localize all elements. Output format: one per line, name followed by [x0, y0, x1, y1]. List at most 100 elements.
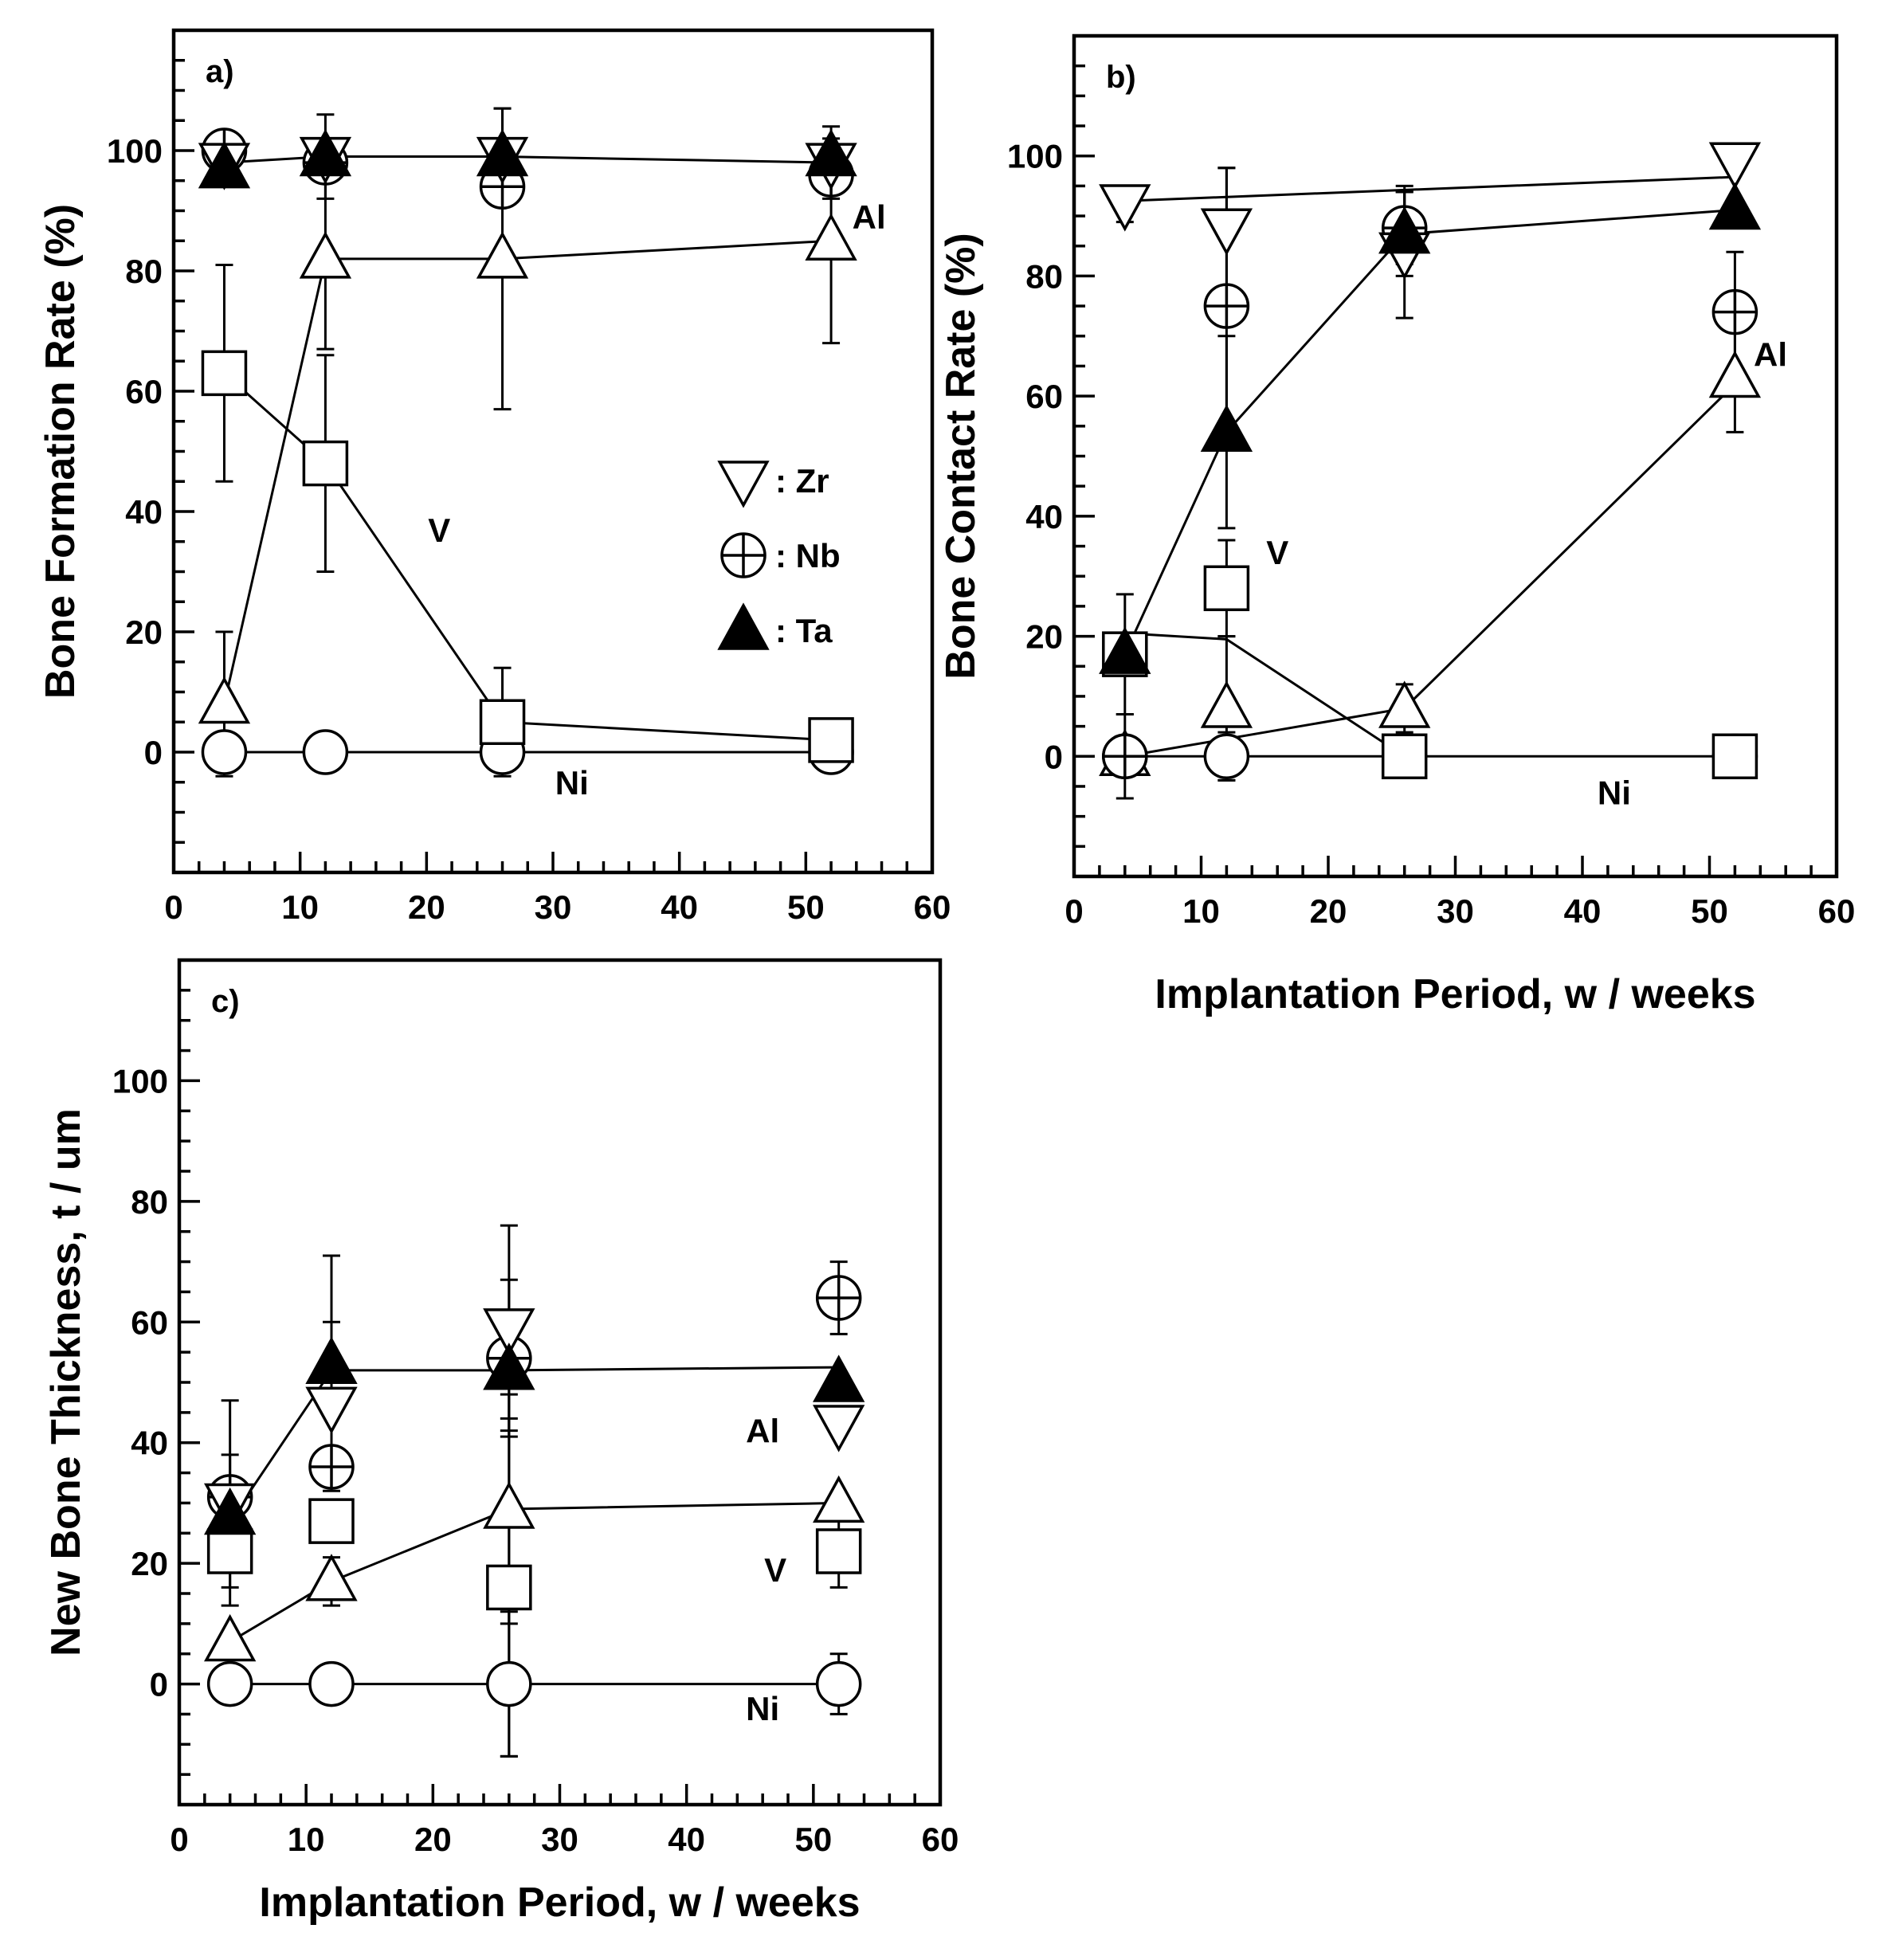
marker-al — [1708, 350, 1762, 398]
marker-zr — [1708, 142, 1762, 190]
panel-label: b) — [1106, 60, 1136, 95]
x-tick-label: 0 — [164, 888, 182, 926]
legend-marker-zr — [717, 461, 770, 508]
marker-ta — [198, 140, 251, 189]
marker-v — [479, 699, 526, 745]
marker-zr — [305, 1386, 358, 1434]
marker-ni — [302, 729, 349, 775]
x-tick-label: 40 — [668, 1821, 705, 1858]
legend-entry-zr: : Zr — [717, 461, 829, 508]
marker-ta — [483, 1343, 535, 1390]
marker-zr — [813, 1405, 865, 1452]
y-tick-label: 60 — [1025, 378, 1063, 415]
y-tick-label: 40 — [125, 493, 163, 531]
marker-zr — [1200, 208, 1253, 256]
marker-al — [1200, 680, 1253, 728]
legend-entry-nb: : Nb — [720, 532, 841, 578]
trend-line-v-trend — [1124, 632, 1406, 758]
legend-marker-ta — [717, 602, 770, 650]
x-tick-label: 40 — [661, 888, 698, 926]
marker-zr — [1099, 184, 1151, 232]
marker-ta — [1099, 626, 1151, 674]
x-tick-label: 50 — [794, 1821, 832, 1858]
y-tick-label: 60 — [125, 373, 163, 410]
y-axis-title: Bone Contact Rate (%) — [938, 233, 984, 679]
x-tick-label: 50 — [787, 888, 825, 926]
series-label-v: V — [1266, 534, 1288, 571]
series-label-v: V — [428, 512, 450, 549]
y-tick-label: 100 — [107, 132, 163, 170]
panel-label: a) — [206, 54, 234, 89]
series-label-ni: Ni — [555, 764, 589, 802]
trend-line-ta-trend — [229, 1366, 839, 1522]
series-label-ni: Ni — [746, 1690, 779, 1727]
y-tick-label: 100 — [1007, 138, 1063, 175]
marker-al — [805, 213, 857, 261]
y-tick-label: 80 — [125, 253, 163, 290]
marker-v — [808, 717, 854, 763]
x-tick-label: 20 — [408, 888, 445, 926]
marker-ta — [299, 128, 352, 177]
series-line-ta — [1123, 209, 1735, 655]
x-tick-label: 20 — [1310, 892, 1347, 930]
marker-ta — [1708, 182, 1762, 230]
legend-entry-ta: : Ta — [717, 602, 833, 650]
marker-al — [204, 1613, 257, 1662]
y-tick-label: 0 — [150, 1666, 168, 1703]
marker-ta — [305, 1336, 358, 1384]
panel-b: 0 10 20 30 40 50 60 0 20 40 60 80 100 Bone Contact Ra… — [938, 33, 1855, 1017]
x-tick-label: 10 — [1182, 892, 1220, 930]
marker-ni — [308, 1660, 355, 1707]
legend-label-nb: : Nb — [775, 537, 841, 574]
legend-label-ta: : Ta — [775, 612, 833, 649]
x-axis-title: Implantation Period, w / weeks — [259, 1880, 860, 1926]
marker-al — [198, 676, 251, 724]
marker-ni — [815, 1660, 862, 1707]
marker-v — [201, 350, 248, 397]
series-line-al — [223, 239, 832, 704]
marker-ta — [204, 1487, 257, 1535]
panel-c: 0 10 20 30 40 50 60 0 20 40 60 80 100 New Bone Thickn… — [43, 958, 959, 1926]
marker-v — [206, 1528, 253, 1574]
x-tick-label: 40 — [1564, 892, 1602, 930]
marker-al — [483, 1481, 535, 1529]
marker-v — [302, 440, 349, 487]
x-tick-label: 30 — [541, 1821, 578, 1858]
x-axis-title: Implantation Period, w / weeks — [1155, 971, 1755, 1017]
marker-v — [486, 1564, 532, 1611]
marker-ta — [805, 128, 857, 177]
marker-al — [299, 231, 352, 279]
y-tick-label: 80 — [131, 1183, 168, 1221]
marker-zr — [483, 1308, 535, 1356]
marker-al — [1378, 680, 1431, 728]
x-tick-label: 0 — [170, 1821, 188, 1858]
marker-ni — [486, 1660, 532, 1707]
y-tick-label: 100 — [112, 1062, 168, 1100]
series-label-v: V — [764, 1551, 786, 1589]
y-tick-label: 60 — [131, 1303, 168, 1341]
y-tick-label: 0 — [1045, 738, 1063, 775]
marker-ni — [1203, 733, 1250, 780]
x-tick-label: 0 — [1065, 892, 1083, 930]
series-label-al: Al — [746, 1413, 779, 1450]
marker-ni — [201, 729, 248, 775]
x-tick-label: 10 — [288, 1821, 325, 1858]
marker-v — [1381, 733, 1428, 780]
marker-v — [1203, 565, 1250, 612]
x-tick-label: 20 — [414, 1821, 452, 1858]
series-label-al: Al — [853, 198, 886, 236]
x-tick-label: 10 — [281, 888, 319, 926]
y-axis-title: Bone Formation Rate (%) — [37, 204, 84, 699]
y-tick-label: 20 — [1025, 618, 1063, 656]
marker-v — [1711, 733, 1758, 780]
x-tick-label: 30 — [1437, 892, 1474, 930]
series-line-zr — [224, 155, 832, 164]
y-tick-label: 80 — [1025, 257, 1063, 295]
marker-al — [476, 231, 529, 279]
marker-v — [308, 1498, 355, 1544]
x-tick-label: 50 — [1691, 892, 1728, 930]
marker-ni — [206, 1660, 253, 1707]
series-label-ni: Ni — [1598, 774, 1631, 812]
x-tick-label: 30 — [535, 888, 572, 926]
